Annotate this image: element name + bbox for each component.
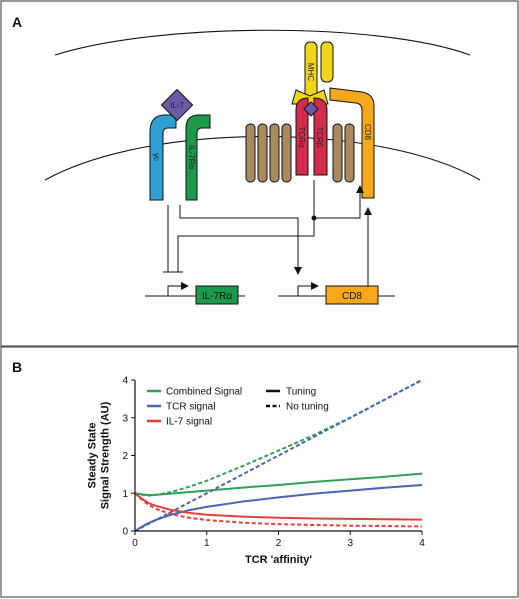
cd3-subunit-6 xyxy=(344,123,355,183)
y-tick-label: 1 xyxy=(122,489,128,500)
il7ra-gene-box xyxy=(195,285,239,305)
tcr-beta-chain xyxy=(313,97,328,176)
il7-ligand xyxy=(160,88,194,122)
panel-b-frame xyxy=(0,346,519,598)
cd3-complex xyxy=(245,123,355,183)
tcr-inhibition-line xyxy=(177,180,315,272)
peptide xyxy=(303,101,319,117)
x-tick-label: 4 xyxy=(419,538,425,549)
legend-label: No tuning xyxy=(286,402,329,413)
panel-a-label: A xyxy=(12,14,22,30)
il7r-alpha-chain xyxy=(185,114,211,201)
mhc-chain-2 xyxy=(320,41,334,83)
cd3-subunit-3 xyxy=(269,123,280,183)
tcr-alpha-chain xyxy=(295,97,309,176)
cd3-subunit-2 xyxy=(257,123,268,183)
tcr-branch-node xyxy=(311,215,317,221)
y-tick-label: 4 xyxy=(122,376,128,387)
y-tick-label: 0 xyxy=(122,527,128,538)
gamma-c-chain xyxy=(149,114,177,201)
legend-label: Tuning xyxy=(286,387,316,398)
cd3-subunit-1 xyxy=(245,123,256,183)
cd8-gene-label: CD8 xyxy=(342,291,362,302)
tcr-beta-label: TCRβ xyxy=(315,126,324,147)
il7r-to-cd8-arrow xyxy=(179,205,302,275)
tcr-to-cd8-arrow xyxy=(314,185,364,219)
il-7-signal-tuning-line xyxy=(135,492,423,521)
il7r-alpha-label: IL-7Rα xyxy=(187,145,196,170)
cd8-gene-construct: CD8 xyxy=(278,282,395,305)
il7-label: IL-7 xyxy=(170,101,184,110)
cd3-subunit-4 xyxy=(281,123,292,183)
il7ra-promoter-arrow xyxy=(167,282,189,296)
tcr-complex: TCRα TCRβ xyxy=(295,97,328,176)
x-tick-label: 1 xyxy=(204,538,210,549)
mhc-label: MHC xyxy=(306,63,315,81)
y-axis-title: Steady StateSignal Strength (AU) xyxy=(87,401,112,509)
signal-strength-chart: 0 1 2 3 4 0 1 2 3 4 TCR 'affinity' Steady StateS… xyxy=(87,376,426,567)
x-axis-ticks: 0 1 2 3 4 xyxy=(132,531,425,549)
y-tick-label: 3 xyxy=(122,413,128,424)
il7ra-gene-construct: IL-7Rα xyxy=(145,282,245,305)
panel-b: B 0 1 2 3 4 0 1 2 3 4 TCR 'affinity' Steady Stat… xyxy=(0,346,519,598)
x-tick-label: 3 xyxy=(347,538,353,549)
panel-b-label: B xyxy=(12,359,22,375)
cd8-gene-box xyxy=(325,285,379,305)
x-axis-title: TCR 'affinity' xyxy=(245,554,312,566)
y-axis-ticks: 0 1 2 3 4 xyxy=(122,376,135,538)
apc-membrane xyxy=(54,29,471,56)
signaling-network xyxy=(163,180,372,288)
chart-lines xyxy=(135,379,423,531)
tcr-signal-no-tuning-line xyxy=(135,379,423,531)
cd8-molecule: CD8 xyxy=(329,87,375,199)
cd8-body xyxy=(329,87,375,199)
x-tick-label: 2 xyxy=(276,538,282,549)
cd8-promoter-arrow xyxy=(297,282,319,296)
chart-legend: Combined Signal TCR signal IL-7 signal Tuni… xyxy=(147,387,329,428)
cd3-subunit-5 xyxy=(332,123,343,183)
legend-label: Combined Signal xyxy=(166,387,242,398)
il7-receptor-complex: IL-7 γc IL-7Rα xyxy=(149,88,211,201)
legend-label: IL-7 signal xyxy=(166,417,212,428)
y-tick-label: 2 xyxy=(122,451,128,462)
x-tick-label: 0 xyxy=(132,538,138,549)
il7ra-gene-label: IL-7Rα xyxy=(202,291,232,302)
tcr-alpha-label: TCRα xyxy=(297,126,306,147)
cd8-label: CD8 xyxy=(363,124,372,141)
gamma-c-label: γc xyxy=(152,153,161,161)
panel-a: A IL-7 γc IL-7Rα MHC xyxy=(0,0,519,347)
legend-label: TCR signal xyxy=(166,402,215,413)
il-7-signal-no-tuning-line xyxy=(135,492,423,528)
